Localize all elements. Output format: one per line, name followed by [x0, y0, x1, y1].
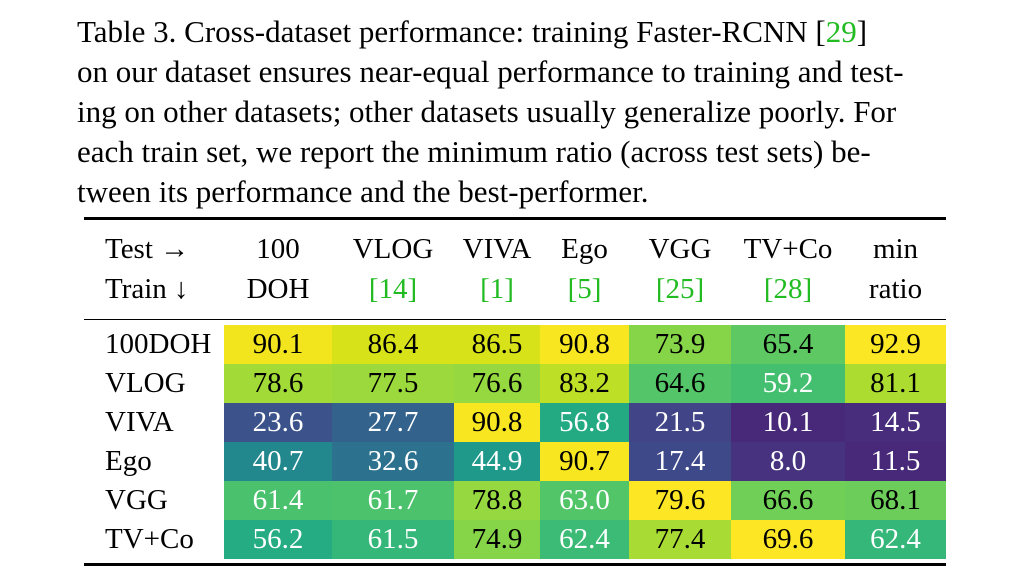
table-row: Ego 40.7 32.6 44.9 90.7 17.4 8.0 11.5	[84, 442, 946, 481]
column-citation-link[interactable]: 28	[773, 273, 803, 305]
table-cell: 90.7	[540, 442, 629, 481]
table-cell: 76.6	[454, 364, 540, 403]
caption-text: tween its performance and the best-perfo…	[77, 174, 649, 209]
table-cell: 66.6	[731, 481, 845, 520]
table-cell: 40.7	[224, 442, 332, 481]
table-cell: 83.2	[540, 364, 629, 403]
row-label: TV+Co	[105, 523, 194, 555]
table-cell: 78.6	[224, 364, 332, 403]
corner-train-label: Train ↓	[105, 273, 189, 305]
caption-text: each train set, we report the minimum ra…	[77, 134, 871, 169]
corner-test-label: Test →	[105, 233, 190, 265]
table-cell: 86.5	[454, 325, 540, 364]
table-bottom-rule	[84, 563, 946, 566]
table-cell: 59.2	[731, 364, 845, 403]
table-cell: 27.7	[332, 403, 454, 442]
column-header: VGG [25]	[629, 229, 731, 309]
table-cell: 73.9	[629, 325, 731, 364]
row-label: VIVA	[105, 406, 174, 438]
table-cell: 61.4	[224, 481, 332, 520]
table-cell: 44.9	[454, 442, 540, 481]
column-header: min ratio	[845, 229, 946, 309]
column-header: Ego [5]	[540, 229, 629, 309]
table-cell: 90.8	[454, 403, 540, 442]
table-cell: 11.5	[845, 442, 946, 481]
column-header-name: Ego	[561, 233, 608, 265]
column-header: 100 DOH	[224, 229, 332, 309]
table-cell: 79.6	[629, 481, 731, 520]
citation-link[interactable]: 29	[825, 14, 857, 49]
table-cell: 17.4	[629, 442, 731, 481]
caption-text: Table 3. Cross-dataset performance: trai…	[77, 14, 826, 49]
row-label: 100DOH	[105, 328, 212, 360]
caption-text: ing on other datasets; other datasets us…	[77, 94, 897, 129]
column-citation-link[interactable]: 1	[489, 273, 505, 305]
table-cell: 90.8	[540, 325, 629, 364]
column-header-sub: [14]	[368, 273, 418, 305]
column-header: VLOG [14]	[332, 229, 454, 309]
corner-header: Test → Train ↓	[105, 229, 189, 309]
table-caption: Table 3. Cross-dataset performance: trai…	[77, 12, 949, 212]
table-cell: 61.7	[332, 481, 454, 520]
table-cell: 65.4	[731, 325, 845, 364]
table-cell: 78.8	[454, 481, 540, 520]
row-label: VGG	[105, 484, 168, 516]
column-citation-link[interactable]: 5	[577, 273, 592, 305]
table-cell: 56.2	[224, 520, 332, 559]
table-cell: 23.6	[224, 403, 332, 442]
table-cell: 61.5	[332, 520, 454, 559]
table-row: VLOG 78.6 77.5 76.6 83.2 64.6 59.2 81.1	[84, 364, 946, 403]
column-header-sub: DOH	[246, 273, 310, 305]
caption-text: ]	[856, 14, 868, 49]
caption-line: ing on other datasets; other datasets us…	[77, 92, 949, 132]
column-header-sub: [28]	[763, 273, 813, 305]
column-citation-link[interactable]: 14	[378, 273, 408, 305]
table-cell: 77.4	[629, 520, 731, 559]
table-row: 100DOH 90.1 86.4 86.5 90.8 73.9 65.4 92.9	[84, 325, 946, 364]
column-header-sub: [5]	[567, 273, 602, 305]
table-cell: 68.1	[845, 481, 946, 520]
column-header-name: TV+Co	[743, 233, 833, 265]
column-header-name: VIVA	[462, 233, 532, 265]
column-header-sub: [1]	[480, 273, 514, 305]
table-cell: 92.9	[845, 325, 946, 364]
column-header-name: VLOG	[352, 233, 434, 265]
table-cell: 62.4	[845, 520, 946, 559]
table-cell: 63.0	[540, 481, 629, 520]
table-cell: 14.5	[845, 403, 946, 442]
column-header: VIVA [1]	[454, 229, 540, 309]
column-header-sub: ratio	[868, 273, 923, 305]
caption-line: tween its performance and the best-perfo…	[77, 172, 949, 212]
table-cell: 21.5	[629, 403, 731, 442]
column-citation-link[interactable]: 25	[665, 273, 695, 305]
table-cell: 81.1	[845, 364, 946, 403]
table-cell: 62.4	[540, 520, 629, 559]
table-cell: 74.9	[454, 520, 540, 559]
column-header-name: VGG	[648, 233, 712, 265]
column-header-sub: [25]	[655, 273, 705, 305]
table-row: VIVA 23.6 27.7 90.8 56.8 21.5 10.1 14.5	[84, 403, 946, 442]
table-cell: 77.5	[332, 364, 454, 403]
table-cell: 69.6	[731, 520, 845, 559]
row-label: VLOG	[105, 367, 186, 399]
table-cell: 32.6	[332, 442, 454, 481]
table-cell: 10.1	[731, 403, 845, 442]
table-cell: 90.1	[224, 325, 332, 364]
column-header-name: min	[872, 233, 919, 265]
caption-line: each train set, we report the minimum ra…	[77, 132, 949, 172]
table-header-rule	[84, 319, 946, 320]
column-header: TV+Co [28]	[731, 229, 845, 309]
caption-line: on our dataset ensures near-equal perfor…	[77, 52, 949, 92]
table-row: TV+Co 56.2 61.5 74.9 62.4 77.4 69.6 62.4	[84, 520, 946, 559]
row-label: Ego	[105, 445, 152, 477]
caption-line: Table 3. Cross-dataset performance: trai…	[77, 12, 949, 52]
table-top-rule	[84, 217, 946, 220]
table-cell: 8.0	[731, 442, 845, 481]
table-cell: 56.8	[540, 403, 629, 442]
table-cell: 86.4	[332, 325, 454, 364]
column-header-name: 100	[256, 233, 300, 265]
table-cell: 64.6	[629, 364, 731, 403]
caption-text: on our dataset ensures near-equal perfor…	[77, 54, 904, 89]
table-row: VGG 61.4 61.7 78.8 63.0 79.6 66.6 68.1	[84, 481, 946, 520]
